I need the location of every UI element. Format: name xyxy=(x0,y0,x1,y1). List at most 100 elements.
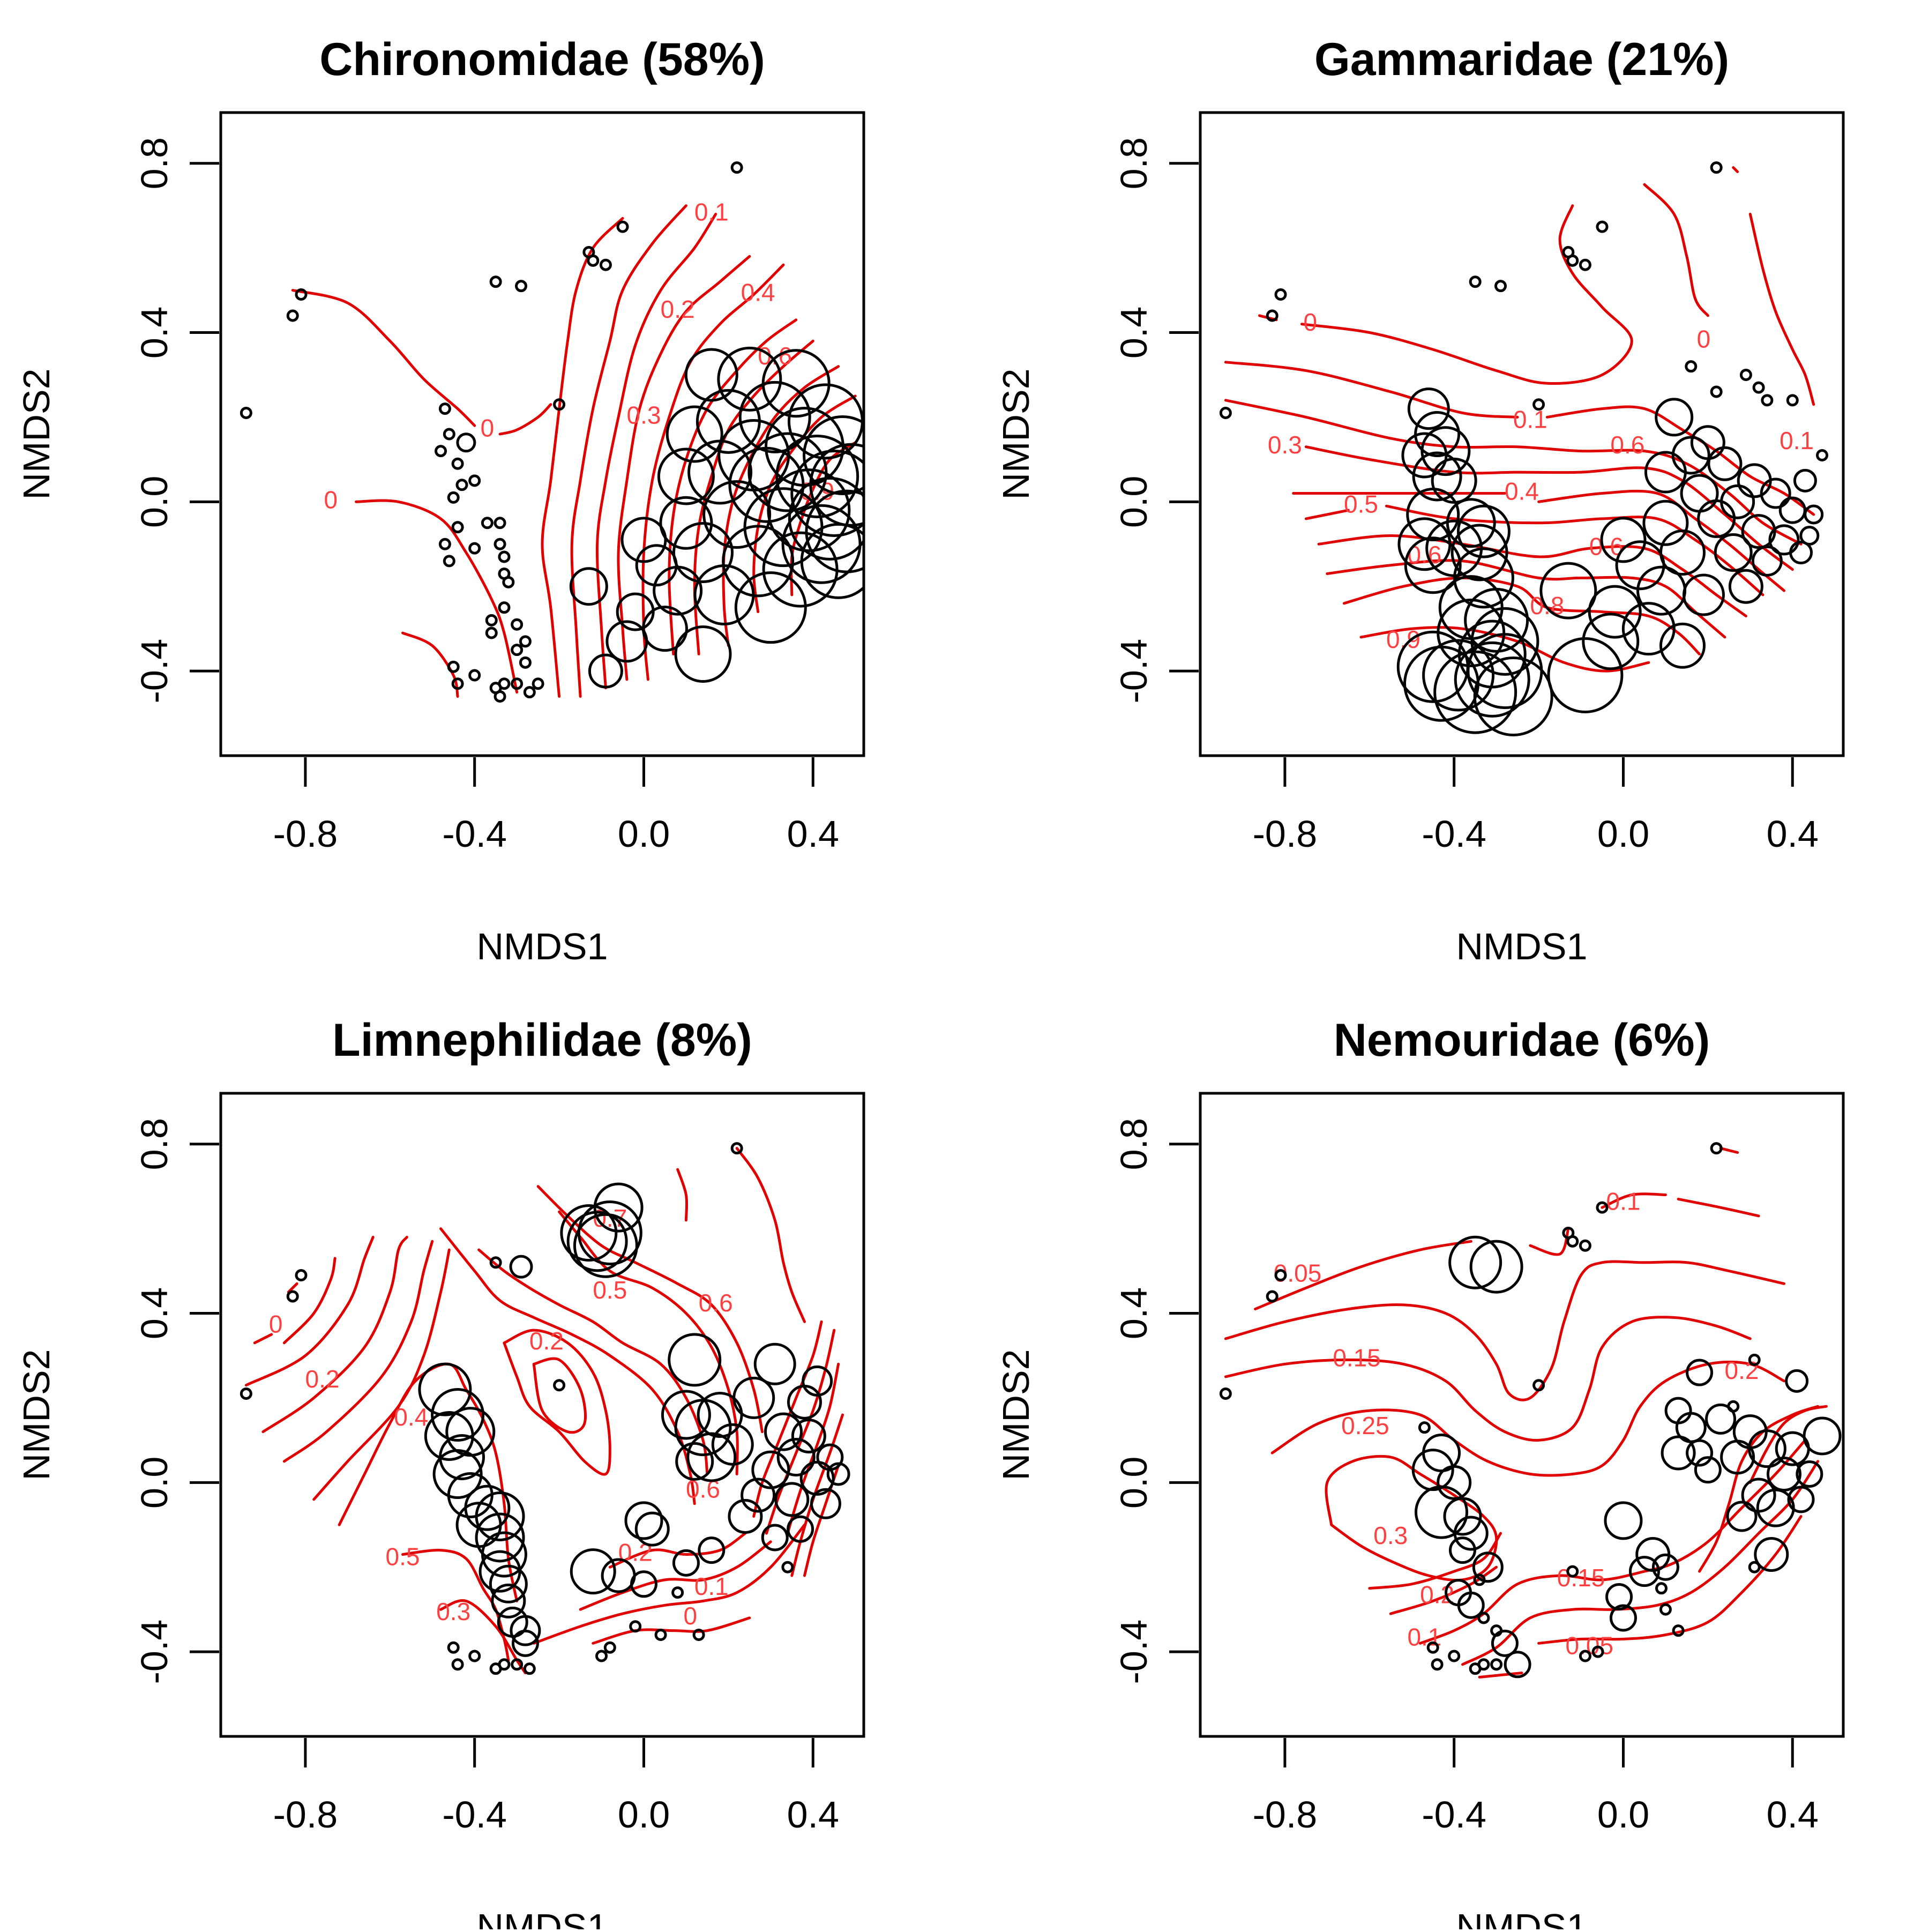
site-point xyxy=(485,626,498,639)
contour-line xyxy=(282,1240,434,1463)
site-point xyxy=(603,1641,616,1654)
y-tick-label: 0.4 xyxy=(133,307,175,359)
contour-line xyxy=(579,1540,772,1611)
contour-line xyxy=(1385,504,1764,596)
site-point xyxy=(447,660,460,673)
contour-line xyxy=(1224,1260,1785,1401)
contour-line xyxy=(1317,534,1747,617)
site-point xyxy=(1659,622,1706,669)
site-point xyxy=(295,1269,308,1281)
x-tick-label: 0.0 xyxy=(618,813,670,855)
contour-label: 0.05 xyxy=(1274,1259,1322,1287)
y-tick-label: -0.4 xyxy=(1113,639,1155,704)
site-point xyxy=(475,1512,525,1563)
site-point xyxy=(431,1388,485,1442)
site-point xyxy=(1621,602,1676,656)
site-point xyxy=(1579,1239,1591,1252)
site-point xyxy=(1604,1501,1643,1540)
site-point xyxy=(1266,309,1278,322)
contour-label: 0.3 xyxy=(1373,1521,1408,1549)
site-point xyxy=(1404,536,1462,594)
site-point xyxy=(1412,451,1462,502)
site-point xyxy=(1579,1650,1591,1662)
site-point xyxy=(1659,529,1706,576)
site-point xyxy=(1539,562,1597,620)
site-point xyxy=(776,1437,816,1476)
y-tick-label: 0.0 xyxy=(133,1457,175,1509)
site-point xyxy=(1686,1359,1714,1386)
contour-line xyxy=(592,1616,751,1645)
site-point xyxy=(675,1442,714,1481)
site-point xyxy=(734,571,807,644)
site-point xyxy=(1803,1416,1842,1456)
site-point xyxy=(1582,613,1640,670)
site-point xyxy=(511,644,524,657)
site-point xyxy=(577,1200,642,1266)
x-tick-label: -0.8 xyxy=(1253,813,1318,855)
contour-line xyxy=(1529,1227,1570,1256)
site-point xyxy=(687,439,753,505)
site-point xyxy=(498,550,511,563)
site-point xyxy=(286,1290,299,1303)
contour-line xyxy=(676,1168,689,1222)
site-point xyxy=(498,677,511,690)
site-point xyxy=(1727,1400,1740,1413)
site-point xyxy=(468,669,481,682)
x-tick-label: 0.0 xyxy=(1597,813,1649,855)
contour-label: 0.4 xyxy=(394,1403,428,1431)
site-point xyxy=(519,656,532,669)
y-tick-label: 0.4 xyxy=(133,1287,175,1339)
site-point xyxy=(672,522,734,584)
site-point xyxy=(1726,1501,1758,1532)
site-point xyxy=(494,690,506,703)
site-point xyxy=(523,686,536,699)
site-point xyxy=(1796,1460,1823,1488)
site-point xyxy=(435,445,447,458)
contour-line xyxy=(786,1362,840,1535)
contour-line xyxy=(477,1248,709,1475)
site-point xyxy=(1591,1645,1604,1658)
site-point xyxy=(1728,569,1763,604)
plot-area: 0.050.10.15 0.20.250.30.20.10.150.05 xyxy=(1219,1142,1842,1679)
site-point xyxy=(1760,478,1791,509)
site-point xyxy=(456,432,476,453)
site-point xyxy=(753,1342,796,1385)
contour-line xyxy=(503,1329,611,1476)
site-point xyxy=(1694,1456,1722,1484)
site-point xyxy=(588,653,623,689)
site-point xyxy=(1682,573,1725,616)
y-axis-label: NMDS2 xyxy=(995,1349,1037,1480)
y-tick-label: 0.8 xyxy=(133,1118,175,1170)
site-point xyxy=(1451,524,1508,581)
site-point xyxy=(1748,1353,1761,1366)
contour-label: 0.8 xyxy=(1530,592,1564,620)
contour-label: 0.6 xyxy=(1610,431,1644,459)
site-point xyxy=(1579,258,1591,271)
site-point xyxy=(498,601,511,614)
site-point xyxy=(1566,254,1579,267)
contour-label: 0.2 xyxy=(1725,1356,1759,1384)
x-tick-label: -0.8 xyxy=(273,813,338,855)
site-point xyxy=(684,348,738,402)
site-point xyxy=(1532,398,1545,411)
site-point xyxy=(1443,1497,1482,1536)
site-point xyxy=(1720,484,1755,519)
contour-line xyxy=(735,1147,806,1323)
site-point xyxy=(1477,1612,1490,1624)
site-point xyxy=(489,275,502,288)
site-point xyxy=(1799,525,1820,546)
site-point xyxy=(698,1536,726,1564)
site-point xyxy=(1661,1435,1696,1471)
contour-label: 0.5 xyxy=(593,1276,627,1304)
contour-label: 0.2 xyxy=(305,1365,339,1393)
x-tick-label: 0.4 xyxy=(1767,1794,1819,1836)
contour-line xyxy=(1325,1454,1498,1582)
site-point xyxy=(1710,161,1723,174)
contour-line xyxy=(1389,1565,1498,1615)
site-point xyxy=(790,450,864,538)
contour-label: 0.5 xyxy=(1344,490,1378,518)
contour-label: 0.25 xyxy=(1341,1412,1389,1439)
site-point xyxy=(1596,220,1609,233)
site-point xyxy=(1456,504,1511,558)
site-point xyxy=(587,254,600,267)
